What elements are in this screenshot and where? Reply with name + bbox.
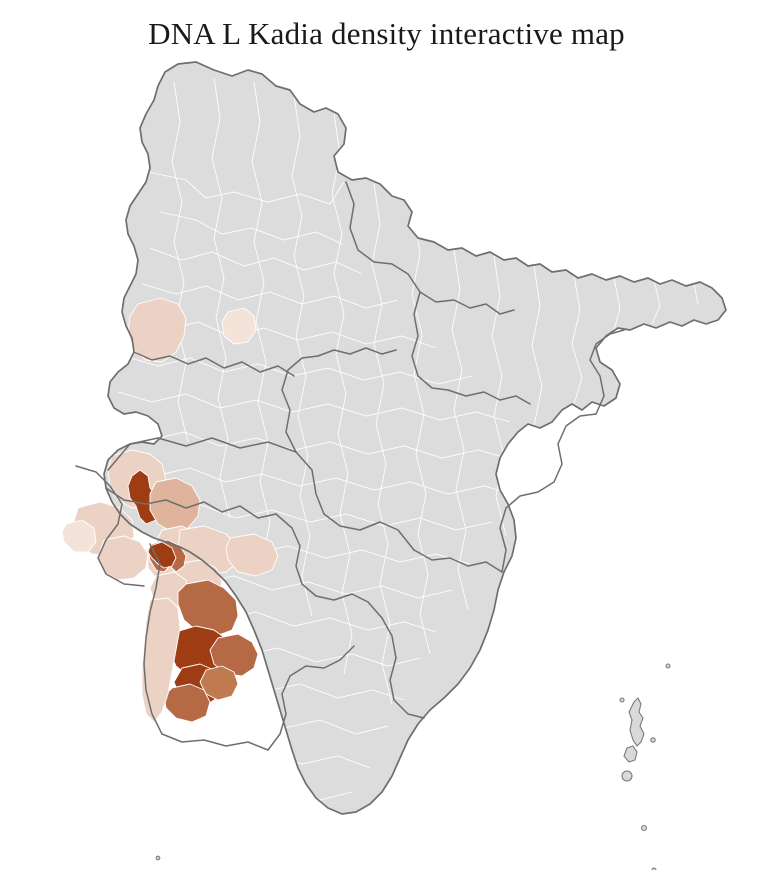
district-shaded[interactable]	[225, 533, 279, 577]
district-shaded[interactable]	[149, 477, 201, 533]
district-shaded[interactable]	[61, 519, 97, 553]
state-boundaries	[75, 181, 625, 751]
country-boundary	[103, 61, 727, 815]
district-layer[interactable]	[61, 77, 699, 801]
district-shaded[interactable]	[163, 683, 211, 723]
india-choropleth-map[interactable]	[0, 52, 773, 870]
nicobar-island-dot	[650, 737, 656, 743]
andaman-island-small	[623, 745, 638, 763]
lakshadweep-island-dot	[155, 855, 161, 861]
nicobar-island-dot	[621, 770, 633, 782]
island-territories	[155, 663, 671, 870]
nicobar-island-dot	[619, 697, 625, 703]
district-shaded[interactable]	[209, 633, 259, 677]
page-title: DNA L Kadia density interactive map	[148, 16, 625, 51]
nicobar-island-dot	[665, 663, 671, 669]
district-shaded[interactable]	[147, 541, 177, 569]
district-shaded[interactable]	[141, 597, 181, 723]
district-shaded[interactable]	[199, 665, 239, 701]
andaman-nicobar-islands	[628, 697, 645, 747]
district-shaded[interactable]	[221, 307, 257, 345]
district-shaded[interactable]	[177, 579, 239, 637]
nicobar-island-dot	[640, 824, 648, 832]
